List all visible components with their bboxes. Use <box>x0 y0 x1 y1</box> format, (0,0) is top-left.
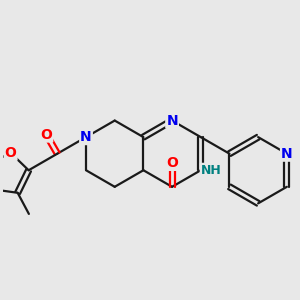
Text: O: O <box>5 146 16 160</box>
Text: NH: NH <box>201 164 221 177</box>
Text: N: N <box>166 114 178 128</box>
Text: N: N <box>281 147 292 161</box>
Text: N: N <box>80 130 92 144</box>
Text: O: O <box>40 128 52 142</box>
Text: O: O <box>166 156 178 170</box>
